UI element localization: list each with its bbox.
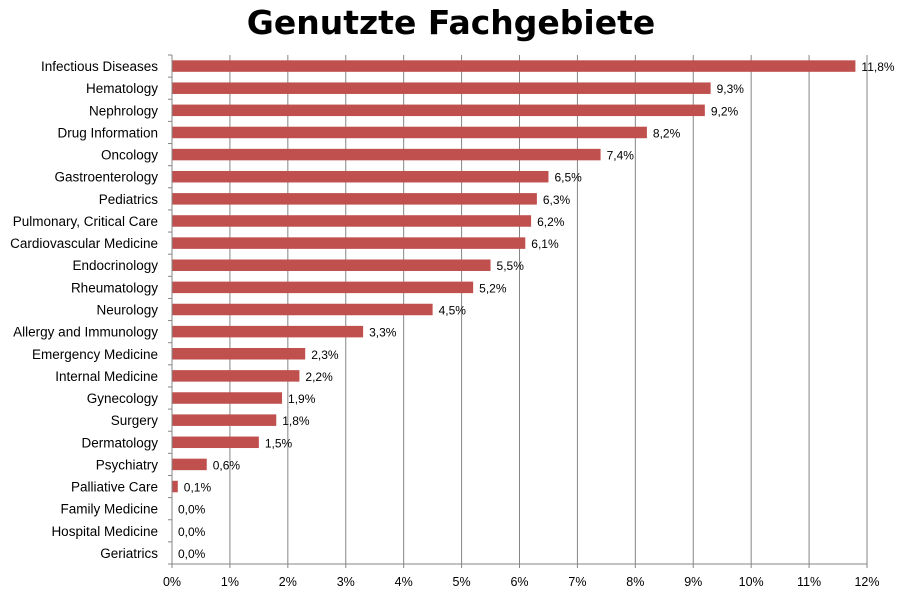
- bar: [172, 436, 259, 449]
- x-tick-label: 0%: [163, 575, 181, 589]
- category-label: Palliative Care: [71, 480, 158, 495]
- bar: [172, 170, 549, 183]
- bar: [172, 104, 705, 117]
- data-label: 0,0%: [178, 547, 206, 561]
- category-label: Internal Medicine: [55, 369, 158, 384]
- bar: [172, 281, 474, 294]
- data-label: 5,2%: [479, 281, 507, 295]
- data-label: 6,1%: [531, 237, 559, 251]
- x-tick-label: 9%: [684, 575, 702, 589]
- category-label: Cardiovascular Medicine: [10, 236, 158, 251]
- data-label: 3,3%: [369, 326, 397, 340]
- category-label: Hematology: [86, 81, 158, 96]
- bar: [172, 458, 207, 471]
- data-label: 0,6%: [213, 458, 241, 472]
- bar: [172, 148, 601, 161]
- bar: [172, 325, 364, 338]
- data-label: 0,0%: [178, 503, 206, 517]
- bar: [172, 237, 526, 249]
- labels: 0% 1% 2% 3% 4% 5% 6% 7% 8% 9% 10% 11% 12% Infectious …: [10, 59, 895, 589]
- bars: [172, 60, 856, 493]
- category-label: Gastroenterology: [54, 170, 158, 185]
- category-label: Endocrinology: [72, 258, 158, 273]
- x-tick-label: 3%: [337, 575, 355, 589]
- axes: [168, 54, 868, 568]
- x-tick-label: 11%: [797, 575, 821, 589]
- category-label: Hospital Medicine: [51, 524, 158, 539]
- data-label: 1,9%: [288, 392, 316, 406]
- bar: [172, 480, 178, 493]
- data-label: 11,8%: [861, 60, 894, 74]
- category-label: Emergency Medicine: [32, 347, 158, 362]
- x-tick-label: 8%: [626, 575, 644, 589]
- category-label: Dermatology: [81, 435, 158, 450]
- bar: [172, 215, 532, 227]
- category-label: Rheumatology: [71, 280, 158, 295]
- category-label: Drug Information: [57, 125, 158, 140]
- x-tick-label: 2%: [279, 575, 297, 589]
- bar: [172, 370, 300, 382]
- category-label: Gynecology: [87, 391, 159, 406]
- data-label: 8,2%: [653, 126, 681, 140]
- bar: [172, 259, 491, 271]
- data-label: 5,5%: [497, 259, 525, 273]
- data-label: 9,2%: [711, 104, 739, 118]
- bar: [172, 126, 647, 139]
- x-tick-label: 10%: [739, 575, 764, 589]
- data-label: 0,0%: [178, 525, 206, 539]
- data-label: 2,3%: [311, 348, 339, 362]
- category-label: Pulmonary, Critical Care: [13, 214, 158, 229]
- category-label: Pediatrics: [99, 192, 159, 207]
- category-label: Family Medicine: [60, 502, 158, 517]
- x-tick-label: 1%: [221, 575, 239, 589]
- category-label: Nephrology: [89, 103, 158, 118]
- data-label: 6,3%: [543, 193, 571, 207]
- data-label: 6,2%: [537, 215, 565, 229]
- bar: [172, 303, 433, 316]
- category-label: Oncology: [101, 148, 158, 163]
- x-tick-label: 5%: [453, 575, 471, 589]
- category-label: Infectious Diseases: [41, 59, 158, 74]
- bar: [172, 193, 537, 205]
- x-tick-label: 7%: [568, 575, 586, 589]
- x-tick-label: 12%: [854, 575, 879, 589]
- category-label: Allergy and Immunology: [13, 325, 158, 340]
- data-label: 1,5%: [265, 436, 293, 450]
- data-label: 7,4%: [607, 149, 635, 163]
- data-label: 6,5%: [554, 171, 582, 185]
- bar: [172, 392, 283, 404]
- category-label: Surgery: [111, 413, 159, 428]
- data-label: 1,8%: [282, 414, 310, 428]
- data-label: 2,2%: [305, 370, 333, 384]
- bar: [172, 348, 306, 360]
- chart-title: Genutzte Fachgebiete: [246, 3, 656, 42]
- bar: [172, 60, 856, 72]
- data-label: 0,1%: [184, 481, 212, 495]
- x-tick-label: 6%: [510, 575, 528, 589]
- x-tick-label: 4%: [395, 575, 413, 589]
- data-label: 9,3%: [717, 82, 745, 96]
- category-label: Psychiatry: [96, 457, 159, 472]
- category-label: Geriatrics: [100, 546, 158, 561]
- bar: [172, 414, 277, 426]
- data-label: 4,5%: [439, 304, 467, 318]
- category-label: Neurology: [96, 303, 158, 318]
- bar: [172, 82, 711, 94]
